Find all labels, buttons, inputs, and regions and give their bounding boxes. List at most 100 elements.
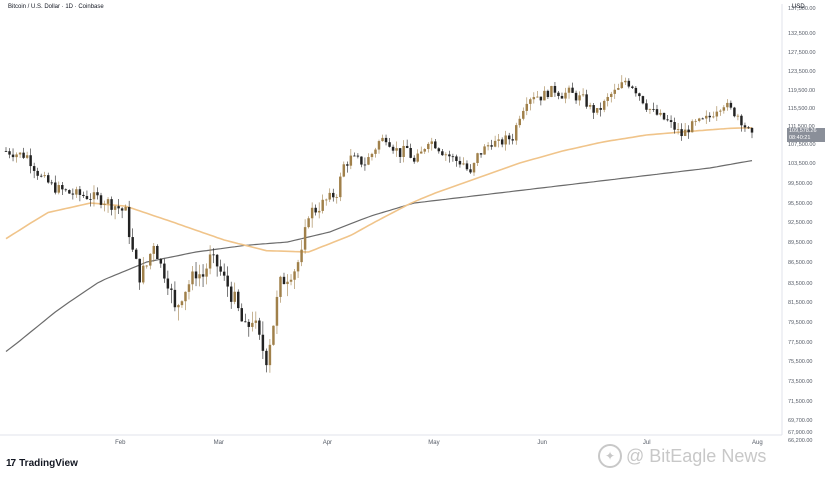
candle-body: [430, 141, 434, 144]
candle-body: [261, 334, 265, 351]
candle-body: [631, 86, 634, 88]
candle-body: [617, 88, 620, 90]
candle-body: [546, 90, 550, 98]
candle-body: [374, 149, 377, 154]
candle-body: [511, 139, 514, 141]
candle-body: [715, 111, 719, 117]
y-tick-label: 79,500.00: [788, 320, 812, 326]
candle-body: [599, 108, 602, 110]
x-tick-label: Jul: [643, 440, 651, 446]
candle-body: [310, 207, 314, 219]
candle-body: [736, 115, 740, 117]
candle-body: [159, 258, 163, 264]
candle-body: [96, 192, 99, 196]
candle-body: [493, 140, 497, 147]
candle-body: [127, 206, 131, 238]
candle-body: [286, 281, 289, 285]
candle-body: [687, 129, 690, 133]
candle-body: [645, 103, 648, 110]
candle-body: [25, 155, 29, 158]
candle-body: [11, 154, 15, 158]
candle-body: [395, 148, 398, 151]
candle-body: [398, 148, 402, 157]
y-tick-label: 67,900.00: [788, 430, 812, 436]
x-tick-label: Jun: [537, 440, 547, 446]
candle-body: [18, 152, 22, 155]
x-tick-label: Aug: [752, 440, 763, 446]
candle-body: [89, 199, 92, 200]
last-price-tag: 109,578.26: [787, 127, 825, 135]
candle-body: [307, 218, 310, 228]
candle-body: [237, 291, 240, 309]
candle-body: [708, 115, 712, 118]
candle-body: [68, 190, 71, 194]
candle-body: [557, 92, 560, 97]
symbol-title: Bitcoin / U.S. Dollar · 1D · Coinbase: [8, 4, 104, 10]
candle-body: [335, 197, 339, 198]
candle-body: [743, 125, 747, 128]
candle-body: [328, 192, 331, 200]
candle-body: [377, 141, 381, 150]
candle-body: [697, 118, 701, 121]
candle-body: [507, 135, 511, 140]
candle-body: [490, 145, 493, 147]
y-tick-label: 107,500.00: [788, 142, 816, 148]
watermark: ✦ @ BitEagle News: [598, 444, 766, 468]
currency-label: USD: [792, 4, 805, 10]
candle-body: [458, 160, 462, 165]
candle-body: [353, 155, 356, 157]
candle-body: [339, 176, 342, 198]
candle-body: [226, 275, 229, 287]
candle-body: [448, 154, 451, 157]
candle-body: [134, 249, 138, 259]
candle-body: [648, 109, 652, 110]
candle-body: [472, 162, 476, 173]
y-tick-label: 137,500.00: [788, 6, 816, 12]
candles-layer: [4, 75, 754, 373]
candle-body: [166, 278, 170, 289]
candle-body: [610, 93, 613, 97]
candle-body: [233, 291, 236, 302]
x-tick-label: Feb: [115, 440, 126, 446]
candle-body: [170, 288, 173, 290]
candle-body: [606, 96, 609, 101]
candle-body: [479, 153, 483, 155]
candle-body: [177, 305, 180, 308]
candle-body: [198, 274, 201, 279]
candle-body: [532, 97, 536, 100]
y-tick-label: 83,500.00: [788, 281, 812, 287]
candle-body: [652, 109, 655, 110]
candle-body: [212, 254, 215, 256]
time-axis[interactable]: FebMarAprMayJunJulAugOct: [0, 434, 828, 446]
candle-countdown-tag: 08:40:21: [787, 134, 825, 142]
candle-body: [244, 321, 247, 323]
candle-body: [719, 110, 722, 112]
candle-body: [279, 276, 282, 297]
candle-body: [36, 170, 39, 176]
candle-body: [8, 151, 11, 155]
candle-body: [666, 119, 669, 121]
candle-body: [247, 321, 251, 327]
candle-body: [106, 199, 110, 204]
candle-body: [201, 274, 205, 277]
candle-body: [22, 152, 25, 158]
candle-body: [750, 127, 754, 133]
candle-body: [434, 141, 437, 149]
candle-body: [543, 90, 546, 101]
candle-body: [321, 199, 324, 211]
candle-body: [602, 100, 606, 110]
candle-body: [529, 99, 532, 104]
candle-body: [476, 153, 479, 163]
candle-body: [522, 110, 525, 119]
price-axis[interactable]: 137,500.00 132,500.00 127,500.00 123,500.00…: [781, 4, 816, 444]
candle-body: [349, 155, 353, 166]
candle-body: [71, 193, 75, 195]
candle-body: [560, 96, 564, 99]
candle-body: [427, 143, 430, 150]
tradingview-brand[interactable]: 17 TradingView: [6, 458, 78, 469]
candle-body: [356, 155, 360, 157]
candle-body: [655, 109, 659, 115]
candle-body: [85, 196, 89, 200]
y-tick-label: 92,500.00: [788, 220, 812, 226]
